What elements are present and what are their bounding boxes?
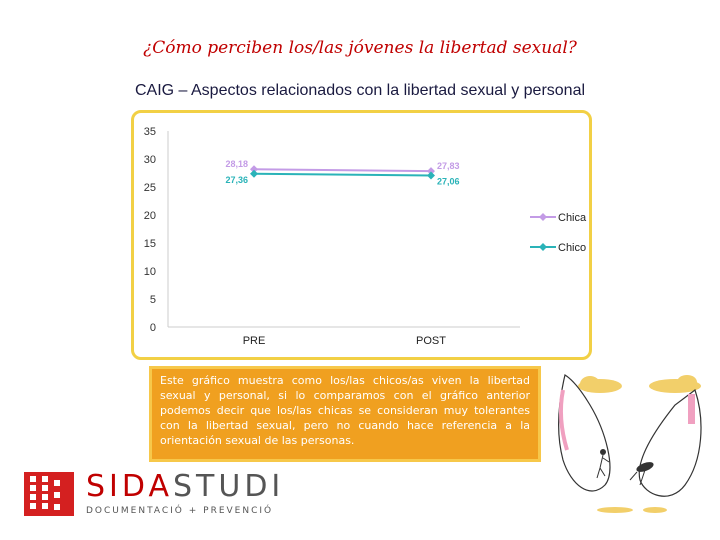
line-chart: 35 30 25 20 15 10 5 0 PRE POST 28,18 27,83 27,36 27,0… [144,126,587,347]
data-point-chica [250,165,258,174]
legend-marker-chico [539,243,547,251]
y-tick-label: 15 [144,238,156,250]
data-point-chico [250,169,258,178]
logo-mark-icon [24,472,74,516]
legend-marker-chica [539,213,547,221]
chart-frame: 35 30 25 20 15 10 5 0 PRE POST 28,18 27,83 27,36 27,0… [131,110,592,360]
data-label-chica: 28,18 [225,159,248,169]
description-box: Este gráfico muestra como los/las chicos… [149,366,541,462]
legend-label-chica: Chica [558,212,587,224]
data-point-chico [427,171,435,180]
series-line-chico [253,172,432,177]
y-tick-label: 35 [144,126,156,138]
y-tick-label: 20 [144,210,156,222]
data-label-chico: 27,36 [225,175,248,185]
series-line-chica [253,168,432,173]
logo-brand-studi: STUDI [173,469,285,504]
x-tick-label: PRE [243,335,266,347]
y-tick-label: 0 [150,322,156,334]
x-tick-label: POST [416,335,446,347]
y-tick-label: 25 [144,182,156,194]
data-point-chica [427,167,435,176]
chart-subtitle: CAIG – Aspectos relacionados con la libe… [134,82,586,99]
sidastudi-logo: SIDASTUDI DOCUMENTACIÓ + PREVENCIÓ [24,470,284,520]
page-title: ¿Cómo perciben los/las jóvenes la libert… [143,38,577,58]
y-tick-label: 10 [144,266,156,278]
legend-label-chico: Chico [558,242,586,254]
data-label-chico: 27,06 [437,176,460,186]
y-tick-label: 30 [144,154,156,166]
logo-text: SIDASTUDI [86,472,284,502]
y-tick-label: 5 [150,294,156,306]
couple-illustration [557,374,702,513]
data-label-chica: 27,83 [437,161,460,171]
logo-tagline: DOCUMENTACIÓ + PREVENCIÓ [86,506,274,516]
logo-brand-sida: SIDA [86,469,173,504]
